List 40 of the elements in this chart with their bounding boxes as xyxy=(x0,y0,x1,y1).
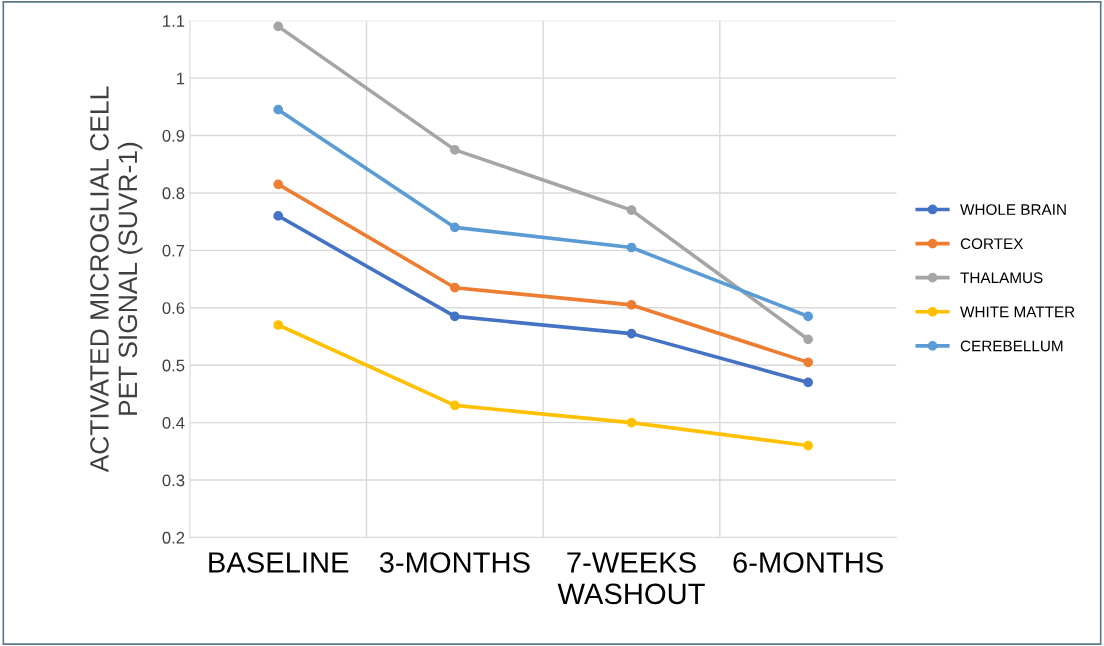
point xyxy=(273,320,284,330)
point xyxy=(626,417,637,428)
y-tick-label: 0.5 xyxy=(162,359,185,372)
point xyxy=(273,211,284,221)
y-tick-label: 1 xyxy=(177,72,185,85)
point xyxy=(803,311,813,322)
y-axis-title: ACTIVATED MICROGLIAL CELL PET SIGNAL (SUVR-1) xyxy=(90,86,143,473)
x-tick-label: 7-WEEKS WASHOUT xyxy=(557,552,705,605)
point xyxy=(626,242,637,253)
point xyxy=(449,282,460,293)
point xyxy=(449,311,460,322)
point xyxy=(626,328,637,339)
point xyxy=(626,300,637,310)
legend-label: WHOLE BRAIN xyxy=(960,204,1066,215)
y-tick-label: 0.4 xyxy=(162,417,185,429)
point xyxy=(803,334,813,345)
point xyxy=(449,222,460,233)
y-tick-label: 0.8 xyxy=(162,187,185,200)
y-tick-label: 0.7 xyxy=(162,244,185,257)
legend-label: WHITE MATTER xyxy=(960,306,1075,318)
x-tick-label: 6-MONTHS xyxy=(733,552,883,573)
x-tick-label: BASELINE xyxy=(209,552,349,573)
point xyxy=(803,377,813,388)
y-tick-label: 0.3 xyxy=(162,474,185,487)
y-tick-label: 0.6 xyxy=(162,302,185,314)
legend-label: CEREBELLUM xyxy=(960,340,1063,352)
point xyxy=(449,400,460,411)
point xyxy=(449,145,460,155)
legend-label: CORTEX xyxy=(960,238,1024,250)
legend-label: THALAMUS xyxy=(960,272,1043,284)
y-tick-label: 1.1 xyxy=(163,15,185,27)
x-tick-label: 3-MONTHS xyxy=(379,552,530,573)
point xyxy=(273,21,284,32)
point xyxy=(803,357,813,368)
point xyxy=(626,205,637,216)
y-tick-label: 0.9 xyxy=(162,129,185,142)
point xyxy=(273,104,284,115)
point xyxy=(273,179,284,190)
y-tick-label: 0.2 xyxy=(162,531,185,544)
point xyxy=(803,440,813,451)
